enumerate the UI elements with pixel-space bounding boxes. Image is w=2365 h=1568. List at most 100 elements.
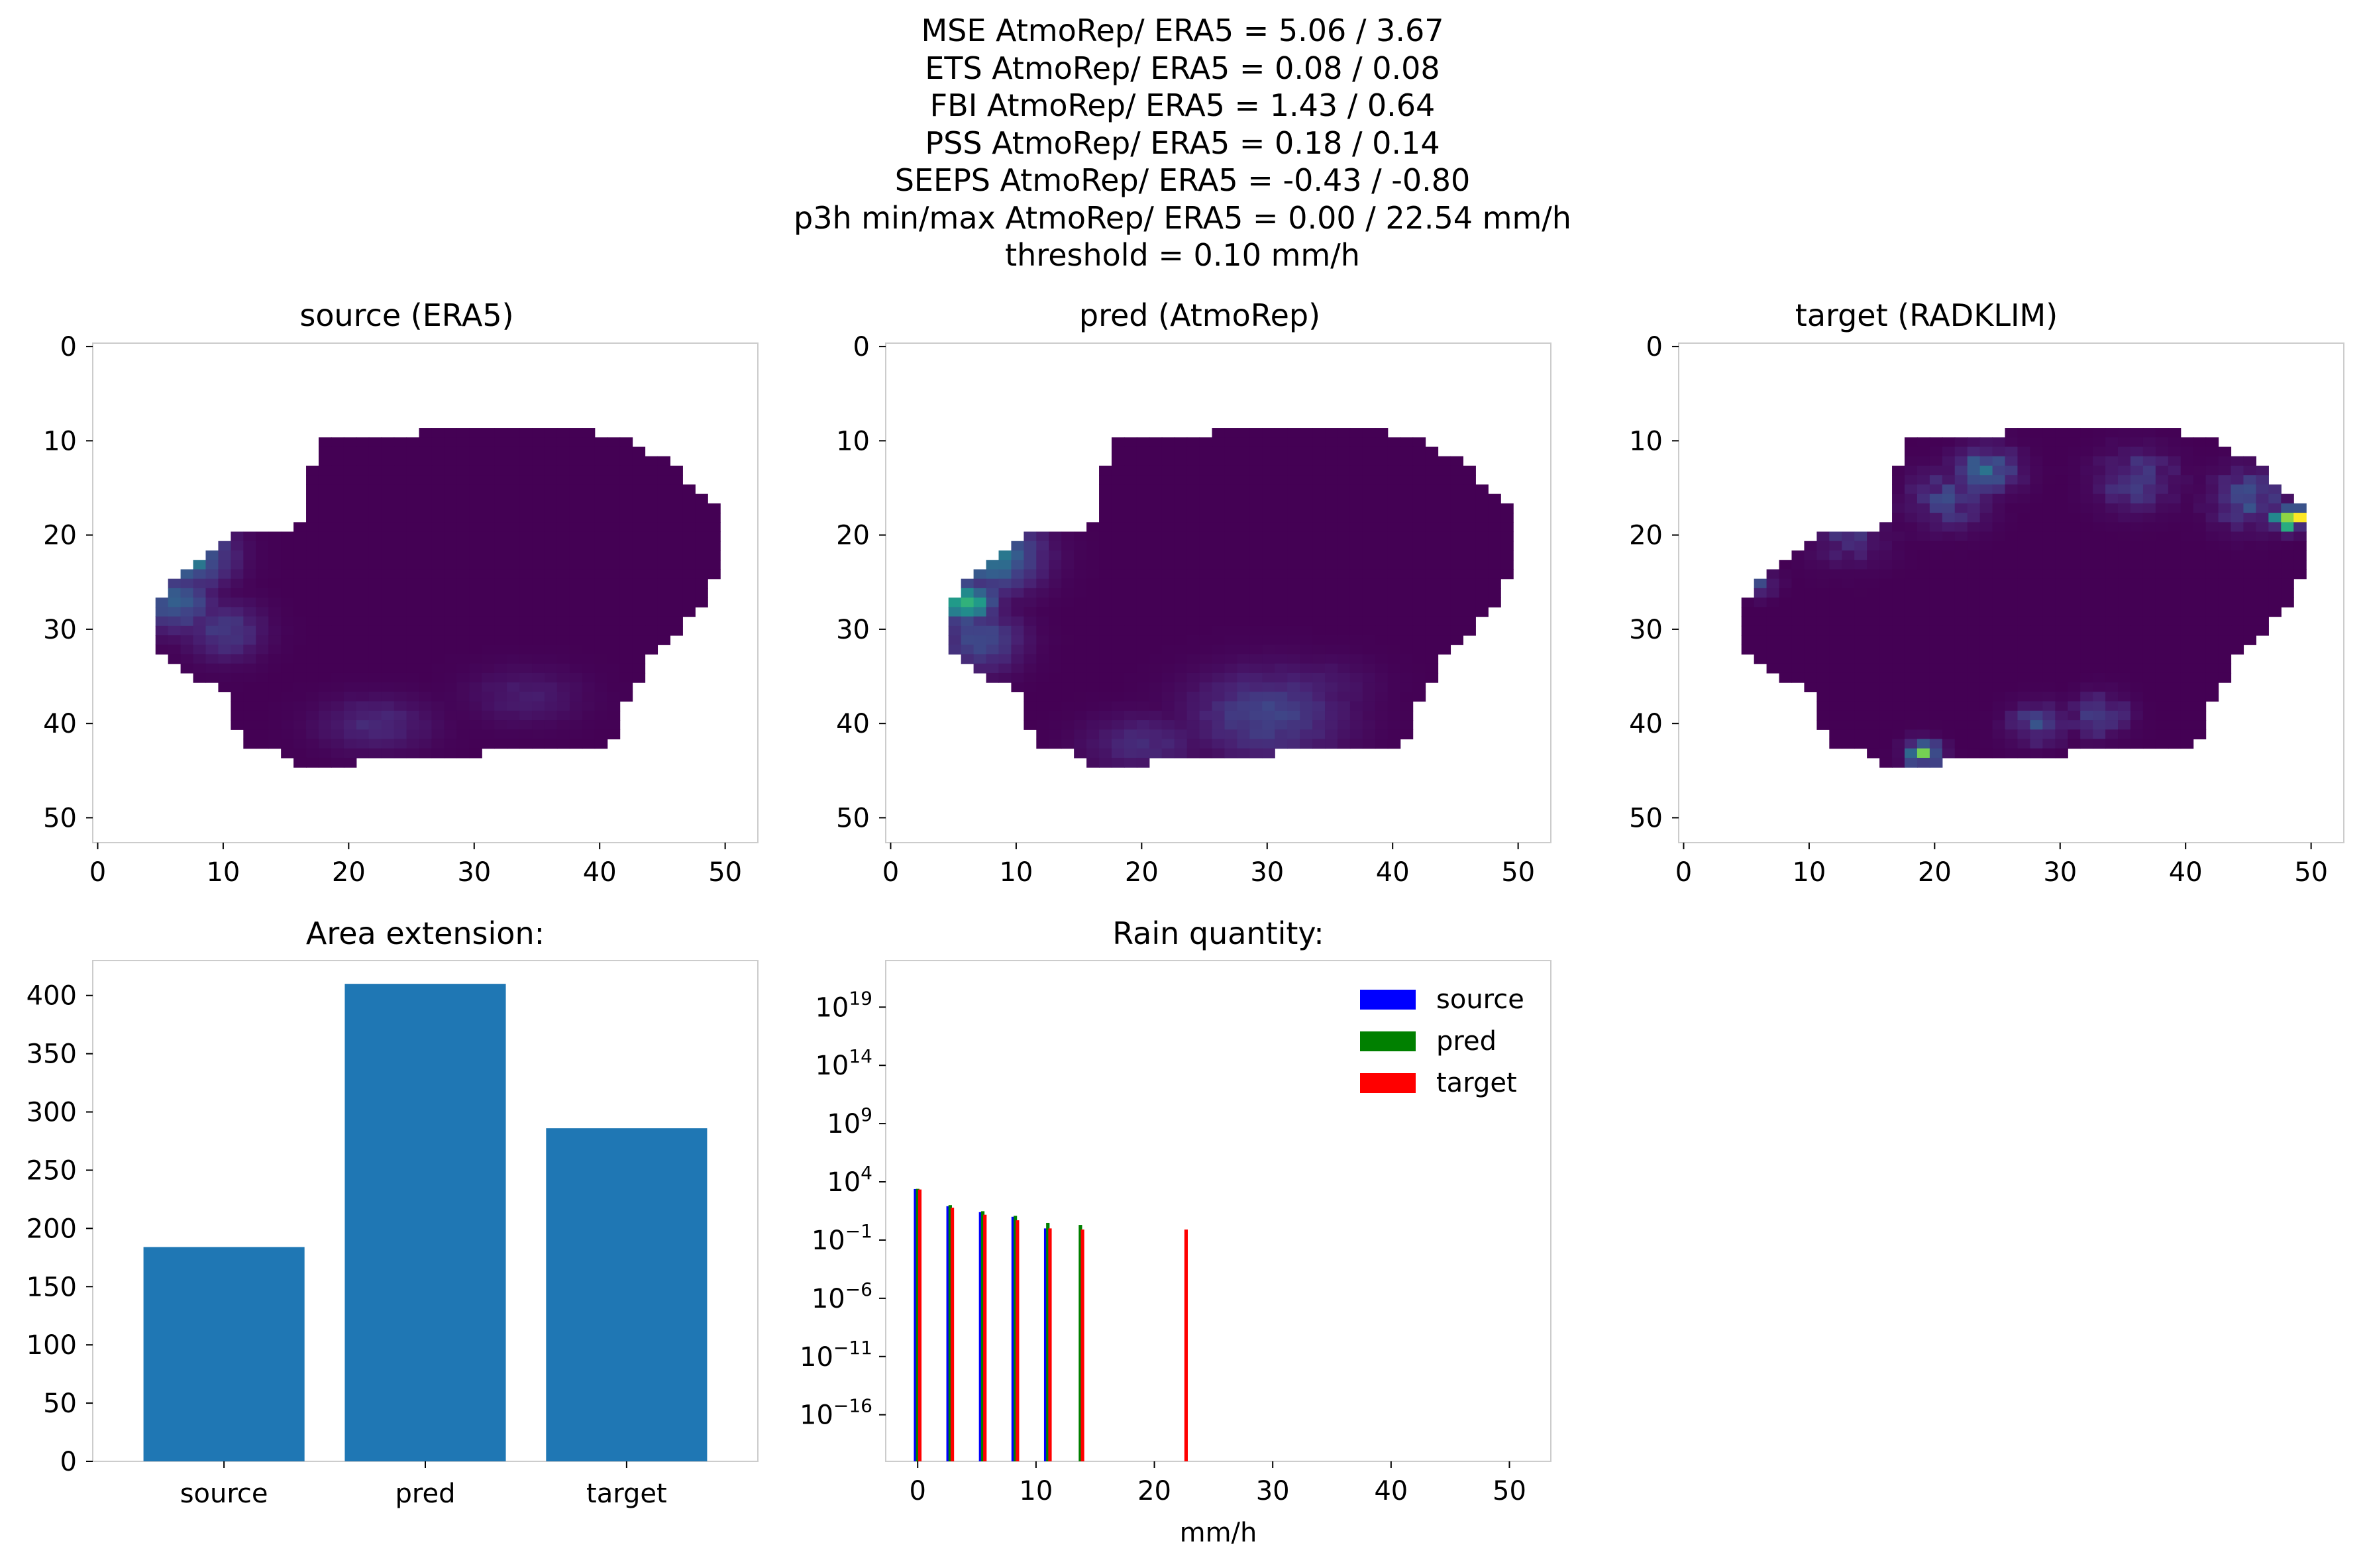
heatmap-cell [1829, 569, 1842, 580]
heatmap-cell [1829, 710, 1842, 721]
heatmap-cell [1124, 625, 1137, 636]
heatmap-cell [1224, 720, 1238, 730]
heatmap-cell [406, 682, 420, 692]
heatmap-cell [2193, 465, 2207, 476]
rain-bar-source [946, 1206, 950, 1461]
heatmap-cell [1325, 682, 1338, 692]
heatmap-cell [1362, 607, 1376, 617]
heatmap-cell [532, 522, 545, 533]
heatmap-cell [2243, 625, 2256, 636]
heatmap-cell [1967, 550, 1981, 560]
heatmap-cell [998, 663, 1012, 674]
heatmap-cell [2243, 588, 2256, 598]
heatmap-cell [1804, 541, 1817, 551]
heatmap-cell [1312, 588, 1326, 598]
heatmap-cell [2017, 513, 2031, 523]
heatmap-cell [657, 550, 670, 560]
heatmap-cell [1349, 465, 1363, 476]
heatmap-cell [1816, 578, 1830, 589]
heatmap-cell [2005, 625, 2019, 636]
heatmap-cell [2155, 446, 2169, 457]
heatmap-cell [1842, 598, 1855, 607]
heatmap-cell [2030, 635, 2043, 645]
heatmap-cell [394, 701, 407, 711]
heatmap-cell [2055, 739, 2068, 749]
heatmap-cell [582, 550, 596, 560]
heatmap-cell [619, 635, 633, 645]
panel-title-target: target (RADKLIM) [1795, 297, 2058, 333]
heatmap-cell [1275, 578, 1288, 589]
heatmap-cell [444, 503, 457, 513]
heatmap-cell [343, 616, 357, 627]
heatmap-cell [482, 484, 495, 495]
heatmap-cell [368, 616, 382, 627]
heatmap-cell [419, 437, 433, 448]
heatmap-cell [2005, 550, 2019, 560]
heatmap-cell [532, 635, 545, 645]
heatmap-cell [2118, 465, 2131, 476]
heatmap-cell [469, 550, 482, 560]
heatmap-cell [1917, 720, 1930, 730]
heatmap-cell [1287, 625, 1300, 636]
heatmap-cell [645, 607, 658, 617]
heatmap-cell [431, 645, 445, 655]
heatmap-cell [2068, 654, 2081, 664]
heatmap-cell [1212, 672, 1226, 683]
heatmap-cell [645, 513, 658, 523]
heatmap-cell [1174, 513, 1188, 523]
heatmap-cell [657, 607, 670, 617]
heatmap-cell [632, 484, 646, 495]
heatmap-cell [1212, 513, 1226, 523]
heatmap-cell [368, 550, 382, 560]
heatmap-cell [1804, 672, 1817, 683]
heatmap-cell [645, 588, 658, 598]
heatmap-cell [1892, 550, 1905, 560]
heatmap-cell [1917, 588, 1930, 598]
heatmap-cell [1249, 428, 1263, 438]
heatmap-cell [1061, 569, 1075, 580]
heatmap-cell [482, 672, 495, 683]
heatmap-cell [256, 625, 269, 636]
heatmap-cell [2231, 541, 2244, 551]
heatmap-cell [482, 522, 495, 533]
heatmap-cell [1136, 710, 1150, 721]
heatmap-cell [1463, 494, 1476, 504]
heatmap-cell [482, 654, 495, 664]
heatmap-cell [243, 645, 256, 655]
heatmap-cell [1011, 682, 1024, 692]
heatmap-cell [1262, 701, 1275, 711]
heatmap-cell [632, 494, 646, 504]
heatmap-cell [1349, 672, 1363, 683]
heatmap-cell [394, 465, 407, 476]
heatmap-cell [356, 598, 370, 607]
heatmap-cell [406, 672, 420, 683]
heatmap-cell [1149, 598, 1163, 607]
heatmap-cell [569, 701, 583, 711]
heatmap-cell [419, 692, 433, 702]
heatmap-cell [419, 710, 433, 721]
heatmap-cell [368, 645, 382, 655]
heatmap-cell [2180, 710, 2194, 721]
heatmap-cell [1337, 645, 1351, 655]
heatmap-cell [1929, 484, 1943, 495]
heatmap-cell [1879, 672, 1893, 683]
heatmap-cell [1917, 757, 1930, 768]
heatmap-cell [2142, 701, 2156, 711]
heatmap-cell [2231, 635, 2244, 645]
heatmap-cell [1086, 616, 1100, 627]
heatmap-cell [569, 672, 583, 683]
heatmap-cell [607, 578, 621, 589]
heatmap-cell [1954, 654, 1968, 664]
heatmap-cell [168, 635, 182, 645]
heatmap-cell [519, 446, 533, 457]
heatmap-cell [2218, 625, 2232, 636]
heatmap-source [155, 428, 721, 768]
heatmap-cell [1161, 692, 1175, 702]
heatmap-cell [1312, 645, 1326, 655]
heatmap-cell [1816, 560, 1830, 570]
heatmap-cell [1967, 560, 1981, 570]
heatmap-cell [456, 484, 470, 495]
heatmap-cell [1375, 672, 1389, 683]
heatmap-cell [2042, 739, 2056, 749]
